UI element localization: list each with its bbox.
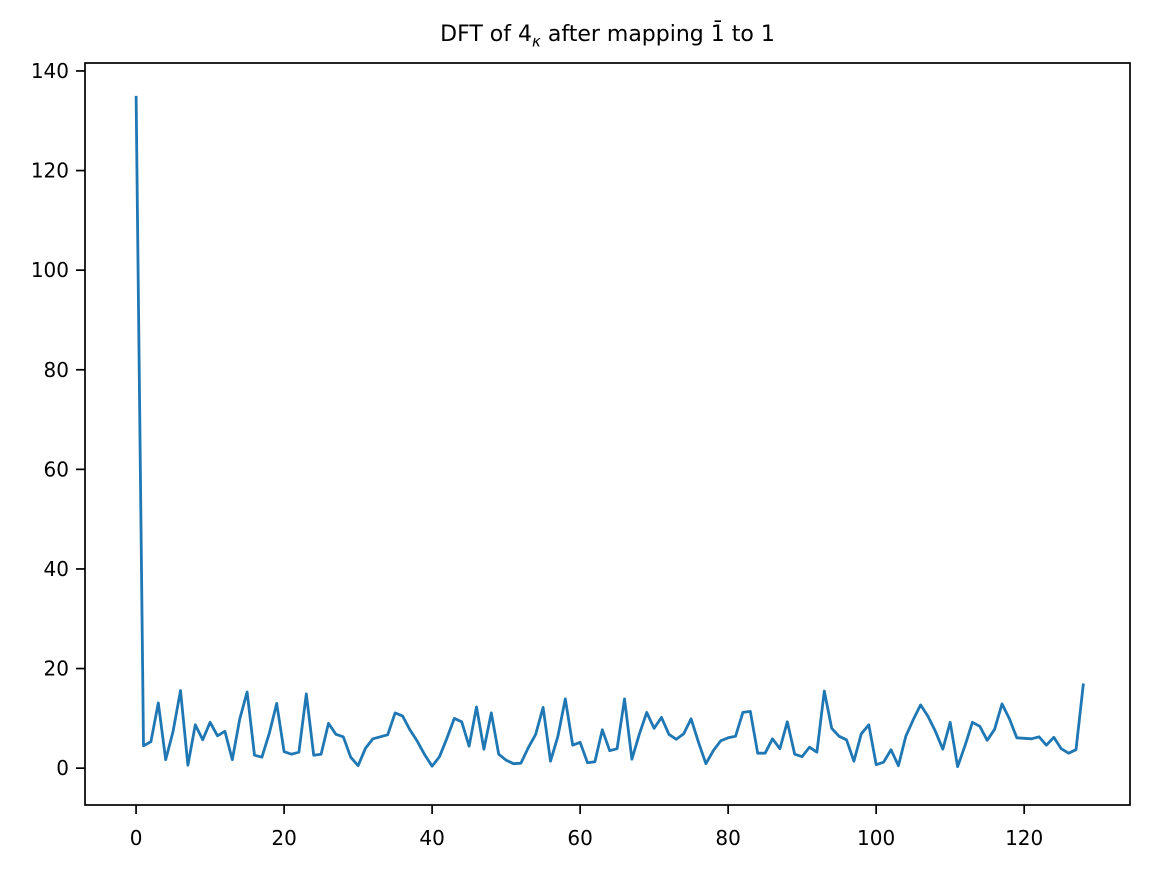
x-tick-label: 60: [567, 826, 592, 850]
y-tick-label: 60: [44, 457, 69, 481]
axes-spines: [84, 62, 1131, 806]
y-tick-label: 40: [44, 557, 69, 581]
chart-title-suffix: after mapping 1̄ to 1: [540, 22, 775, 47]
y-tick-label: 80: [44, 358, 69, 382]
x-tick-label: 0: [130, 826, 143, 850]
y-tick-label: 20: [44, 657, 69, 681]
x-tick-label: 80: [715, 826, 740, 850]
dft-line-series: [134, 95, 1085, 769]
chart-title-text: DFT of 4: [440, 22, 533, 47]
x-tick-label: 20: [271, 826, 296, 850]
x-tick-label: 100: [857, 826, 895, 850]
chart-title-subscript: κ: [532, 32, 541, 51]
y-tick-label: 140: [31, 59, 69, 83]
y-tick-label: 0: [56, 756, 69, 780]
x-tick-label: 120: [1005, 826, 1043, 850]
y-tick-label: 100: [31, 258, 69, 282]
y-tick-label: 120: [31, 159, 69, 183]
chart-title: DFT of 4κ after mapping 1̄ to 1: [85, 22, 1130, 50]
x-tick-label: 40: [419, 826, 444, 850]
